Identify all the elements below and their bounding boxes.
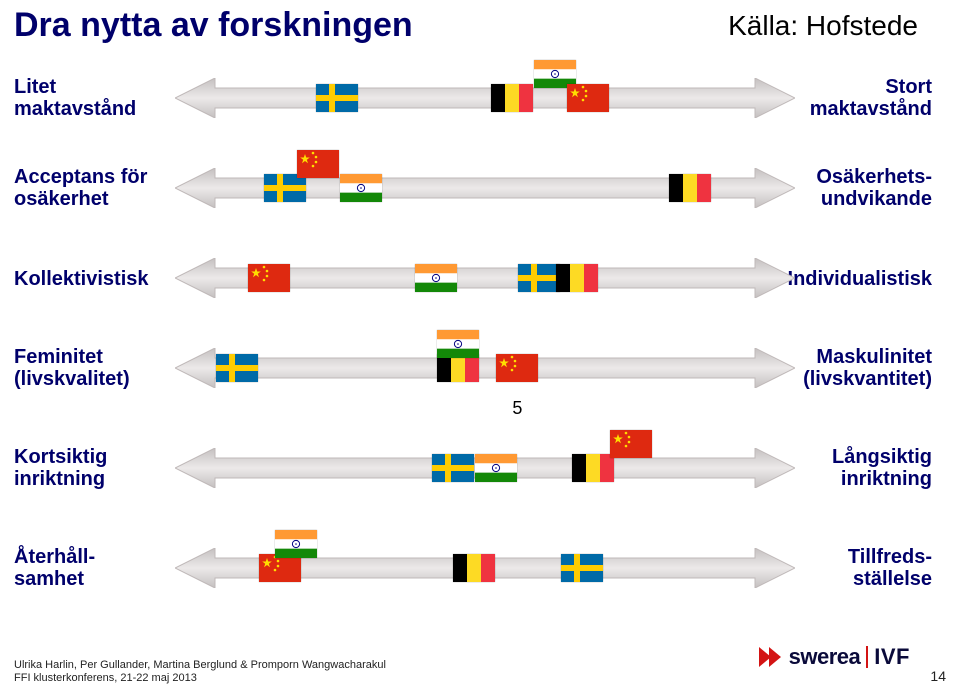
flag-be-icon — [491, 84, 533, 112]
flag-group — [175, 168, 795, 208]
dimension-row: Acceptans förosäkerhetOsäkerhets-undvika… — [0, 168, 960, 228]
left-pole-label: Litetmaktavstånd — [14, 76, 164, 120]
flag-be-icon — [453, 554, 495, 582]
flag-group — [175, 348, 795, 388]
left-pole-label: Återhåll-samhet — [14, 546, 164, 590]
logo: swerea IVF — [759, 644, 910, 670]
logo-subtext: IVF — [874, 644, 910, 670]
flag-se-icon — [518, 264, 560, 292]
dimension-row: KortsiktiginriktningLångsiktiginriktning — [0, 448, 960, 508]
flag-se-icon — [216, 354, 258, 382]
flag-se-icon — [264, 174, 306, 202]
logo-text: swerea — [789, 644, 861, 670]
flag-be-icon — [669, 174, 711, 202]
flag-be-icon — [437, 354, 479, 382]
flag-group — [175, 448, 795, 488]
left-pole-label: Kortsiktiginriktning — [14, 446, 164, 490]
page-number: 14 — [930, 668, 946, 684]
flag-cn-icon — [610, 430, 652, 458]
dimension-row: Återhåll-samhetTillfreds-ställelse — [0, 548, 960, 608]
flag-se-icon — [432, 454, 474, 482]
logo-separator — [866, 646, 868, 668]
flag-in-icon — [340, 174, 382, 202]
flag-group — [175, 78, 795, 118]
annotation-number: 5 — [512, 398, 522, 419]
page-title: Dra nytta av forskningen — [14, 6, 413, 45]
flag-se-icon — [316, 84, 358, 112]
footer-credits: Ulrika Harlin, Per Gullander, Martina Be… — [14, 659, 386, 687]
footer-line2: FFI klusterkonferens, 21-22 maj 2013 — [14, 672, 197, 684]
logo-arrows-icon — [759, 647, 783, 667]
flag-in-icon — [275, 530, 317, 558]
flag-cn-icon — [259, 554, 301, 582]
flag-in-icon — [415, 264, 457, 292]
footer-line1: Ulrika Harlin, Per Gullander, Martina Be… — [14, 659, 386, 671]
flag-in-icon — [437, 330, 479, 358]
source-label: Källa: Hofstede — [728, 10, 918, 42]
flag-group — [175, 548, 795, 588]
left-pole-label: Feminitet(livskvalitet) — [14, 346, 164, 390]
flag-in-icon — [475, 454, 517, 482]
dimension-row: Feminitet(livskvalitet)Maskulinitet(livs… — [0, 348, 960, 408]
flag-se-icon — [561, 554, 603, 582]
flag-cn-icon — [297, 150, 339, 178]
left-pole-label: Acceptans förosäkerhet — [14, 166, 164, 210]
flag-cn-icon — [567, 84, 609, 112]
flag-be-icon — [572, 454, 614, 482]
flag-be-icon — [556, 264, 598, 292]
left-pole-label: Kollektivistisk — [14, 268, 164, 290]
dimension-row: KollektivistiskIndividualistisk — [0, 258, 960, 318]
flag-cn-icon — [248, 264, 290, 292]
dimension-row: LitetmaktavståndStortmaktavstånd — [0, 78, 960, 138]
flag-group — [175, 258, 795, 298]
flag-cn-icon — [496, 354, 538, 382]
